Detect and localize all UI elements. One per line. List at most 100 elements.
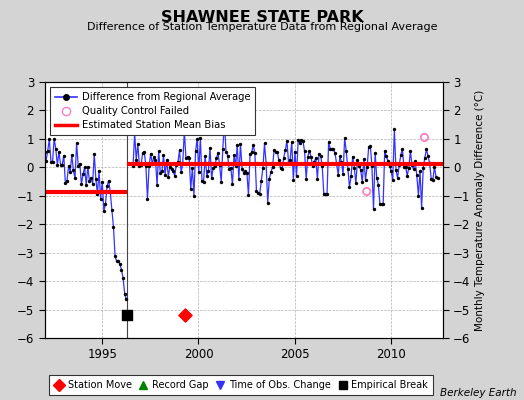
Point xyxy=(236,140,245,147)
Point xyxy=(336,153,344,160)
Point xyxy=(225,166,233,173)
Point xyxy=(103,183,111,189)
Point xyxy=(214,150,222,156)
Point xyxy=(122,296,130,303)
Point xyxy=(166,164,174,170)
Point xyxy=(92,176,100,182)
Point xyxy=(385,162,394,169)
Point xyxy=(108,207,116,213)
Point xyxy=(170,173,179,179)
Point xyxy=(264,199,272,206)
Point xyxy=(276,165,285,172)
Point xyxy=(320,191,328,198)
Point xyxy=(318,163,326,169)
Point xyxy=(179,160,187,166)
Point xyxy=(279,154,288,161)
Point xyxy=(198,177,206,184)
Point xyxy=(194,168,203,175)
Point xyxy=(169,168,177,174)
Point xyxy=(176,147,184,154)
Point xyxy=(121,290,129,297)
Point xyxy=(238,165,246,172)
Point xyxy=(203,173,211,179)
Point xyxy=(389,177,397,183)
Point xyxy=(262,160,270,167)
Point xyxy=(249,142,257,148)
Point xyxy=(104,178,113,184)
Point xyxy=(267,169,275,176)
Point xyxy=(232,163,240,169)
Point xyxy=(193,136,201,142)
Point xyxy=(206,145,214,151)
Legend: Station Move, Record Gap, Time of Obs. Change, Empirical Break: Station Move, Record Gap, Time of Obs. C… xyxy=(49,376,433,395)
Point xyxy=(132,156,140,163)
Point xyxy=(230,152,238,158)
Point xyxy=(285,159,293,166)
Point xyxy=(268,164,277,170)
Point xyxy=(309,162,317,169)
Point xyxy=(48,158,57,165)
Point xyxy=(429,177,437,183)
Point xyxy=(401,164,410,170)
Point xyxy=(395,162,403,168)
Point xyxy=(63,178,71,184)
Point xyxy=(244,192,253,198)
Point xyxy=(158,168,166,174)
Point xyxy=(96,196,105,202)
Point xyxy=(75,160,84,167)
Point xyxy=(358,179,366,186)
Point xyxy=(374,181,383,188)
Point xyxy=(196,135,204,141)
Point xyxy=(130,130,139,137)
Point xyxy=(143,196,151,202)
Point xyxy=(181,312,189,318)
Point xyxy=(47,158,55,165)
Point xyxy=(418,205,426,211)
Point xyxy=(147,150,155,157)
Point xyxy=(113,258,121,264)
Point xyxy=(69,167,78,174)
Point xyxy=(377,201,386,208)
Point xyxy=(397,152,405,158)
Point xyxy=(328,146,336,152)
Point xyxy=(71,175,79,182)
Point xyxy=(247,149,256,156)
Point xyxy=(363,188,371,195)
Point xyxy=(228,181,237,188)
Point xyxy=(411,158,419,164)
Point xyxy=(348,154,357,160)
Point xyxy=(260,140,269,146)
Point xyxy=(337,159,346,165)
Point xyxy=(111,253,119,260)
Point xyxy=(342,148,351,155)
Point xyxy=(283,138,291,144)
Point xyxy=(50,135,58,142)
Point xyxy=(204,168,213,174)
Point xyxy=(156,169,165,176)
Point xyxy=(292,172,301,179)
Point xyxy=(363,164,372,170)
Point xyxy=(116,260,124,267)
Point xyxy=(369,206,378,213)
Point xyxy=(368,163,376,169)
Point xyxy=(141,162,150,169)
Point xyxy=(433,175,442,181)
Point xyxy=(347,173,355,180)
Point xyxy=(93,190,102,197)
Point xyxy=(362,176,370,183)
Point xyxy=(310,158,319,165)
Point xyxy=(252,188,260,195)
Point xyxy=(64,163,73,169)
Point xyxy=(74,163,82,169)
Point xyxy=(209,165,217,171)
Point xyxy=(324,139,333,145)
Point xyxy=(398,146,407,152)
Point xyxy=(353,157,362,163)
Point xyxy=(427,176,435,182)
Point xyxy=(182,155,190,161)
Point xyxy=(254,190,263,196)
Point xyxy=(289,177,298,183)
Point xyxy=(151,157,160,163)
Point xyxy=(172,161,180,168)
Point xyxy=(180,128,189,134)
